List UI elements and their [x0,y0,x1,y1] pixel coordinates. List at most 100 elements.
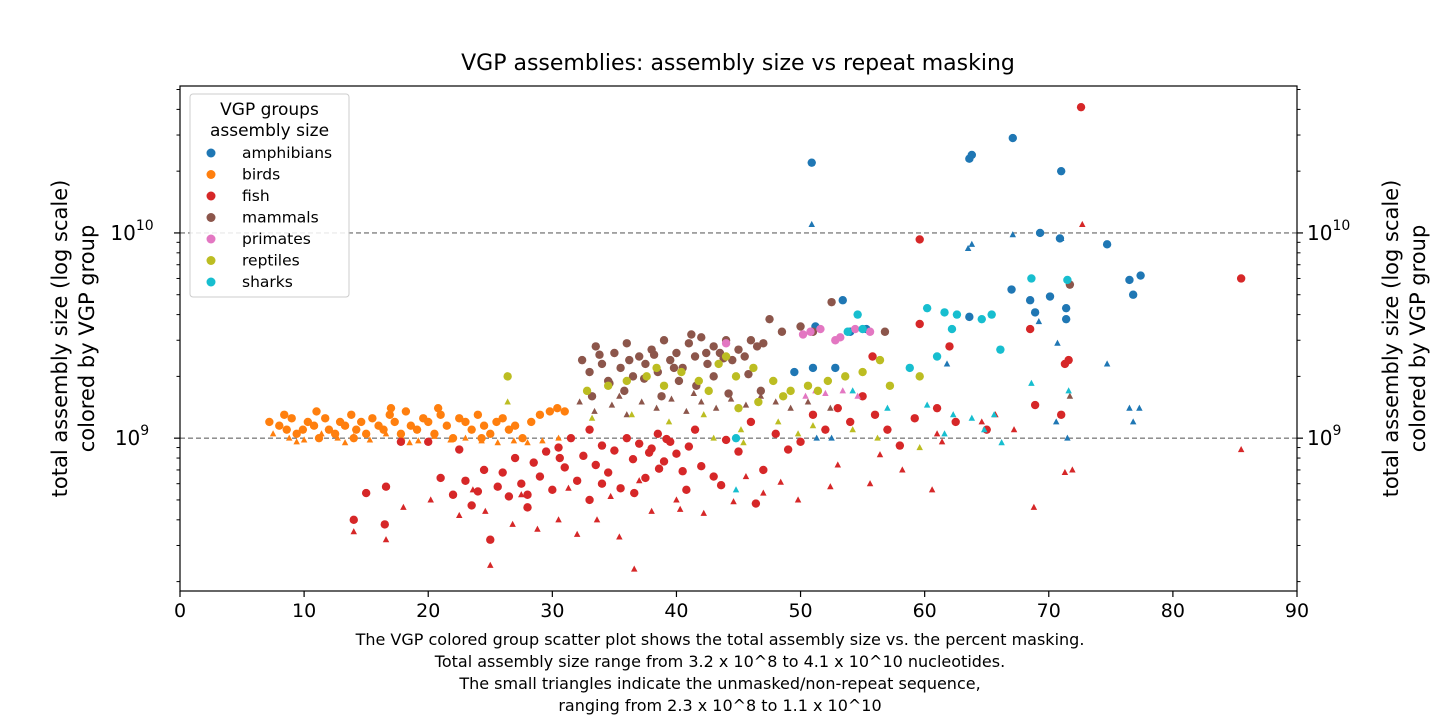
data-point-amphibians [967,150,977,160]
data-point-fish [381,482,391,491]
data-point-fish [560,463,569,472]
x-tick-label: 80 [1161,600,1185,622]
data-point-birds [424,417,433,427]
unmasked-point-primates [802,392,809,399]
unmasked-point-fish [742,472,750,480]
data-point-fish [548,485,557,495]
data-point-fish [523,490,532,499]
data-point-sharks [1063,275,1072,285]
unmasked-point-birds [406,439,413,446]
unmasked-point-fish [534,525,541,532]
unmasked-point-fish [487,561,494,568]
data-point-fish [555,453,564,463]
data-point-fish [915,235,924,244]
unmasked-point-reptiles [794,430,802,437]
y-axis-label-right: total assembly size (log scale) colored b… [1379,180,1430,498]
data-point-birds [504,425,514,434]
data-point-fish [808,410,818,419]
data-point-fish [635,439,644,448]
data-point-mammals [591,342,600,351]
data-point-fish [1060,359,1070,369]
unmasked-point-reptiles [737,426,745,433]
data-point-mammals [740,352,749,361]
data-point-fish [616,484,625,493]
data-point-reptiles [823,376,833,386]
data-point-birds [361,429,371,439]
data-point-sharks [905,363,914,373]
unmasked-point-reptiles [849,426,856,433]
x-tick-label: 0 [174,600,186,622]
data-point-mammals [734,345,743,354]
data-point-birds [309,421,319,430]
data-point-reptiles [503,372,512,381]
unmasked-point-fish [565,484,572,491]
unmasked-point-mammals [690,389,698,397]
unmasked-point-mammals [827,404,834,411]
unmasked-point-sharks [732,486,740,493]
data-point-sharks [977,314,986,324]
unmasked-point-amphibians [964,244,972,252]
data-point-fish [566,433,576,443]
data-point-mammals [690,352,700,361]
data-point-reptiles [714,359,723,369]
unmasked-point-reptiles [809,422,817,429]
data-point-primates [806,327,815,336]
caption-line: ranging from 2.3 x 10^8 to 1.1 x 10^10 [558,696,882,715]
data-point-mammals [765,314,774,324]
data-point-fish [396,437,406,447]
data-point-birds [510,421,520,430]
unmasked-point-fish [427,496,434,503]
unmasked-point-amphibians [1103,360,1111,367]
unmasked-point-fish [676,505,684,512]
data-point-mammals [674,376,684,386]
data-point-amphibians [1061,314,1071,324]
legend-marker-amphibians [206,148,216,158]
data-point-mammals [669,363,679,373]
data-point-amphibians [1030,308,1040,317]
data-point-birds [386,403,396,413]
unmasked-point-birds [510,437,518,444]
data-point-amphibians [807,158,816,167]
data-point-reptiles [704,386,713,396]
data-point-birds [349,433,358,443]
data-point-fish [424,437,433,447]
unmasked-point-fish [607,492,614,499]
data-point-birds [321,414,330,423]
unmasked-point-fish [928,486,936,493]
unmasked-point-fish [1010,426,1018,433]
unmasked-point-fish [700,509,707,516]
legend-label-sharks: sharks [242,273,293,291]
data-point-sharks [940,308,949,317]
unmasked-point-fish [509,520,516,527]
data-point-mammals [616,363,625,373]
data-point-fish [771,429,780,439]
data-point-mammals [744,369,753,379]
data-point-birds [357,417,366,427]
x-tick-label: 20 [416,600,440,622]
data-point-fish [690,425,700,434]
unmasked-point-fish [827,483,834,490]
plot-area [180,102,1297,572]
unmasked-point-amphibians [943,360,951,367]
unmasked-point-primates [854,392,861,399]
unmasked-point-sharks [1065,387,1072,394]
data-point-fish [1030,400,1040,410]
y-tick-label-right: 109 [1307,423,1341,450]
data-point-mammals [641,359,650,369]
legend-marker-sharks [206,277,216,287]
data-point-amphibians [1035,228,1045,238]
data-point-birds [486,429,495,439]
data-point-mammals [577,355,587,365]
data-point-reptiles [652,363,661,373]
data-point-fish [783,445,793,454]
unmasked-point-fish [1061,468,1069,476]
data-point-mammals [657,392,666,401]
data-point-fish [821,425,830,434]
data-point-birds [430,429,439,439]
data-point-birds [535,410,545,419]
unmasked-point-amphibians [1054,339,1061,346]
data-point-reptiles [677,367,686,377]
data-point-fish [486,535,495,544]
data-point-fish [945,342,954,351]
unmasked-point-sharks [949,411,957,418]
